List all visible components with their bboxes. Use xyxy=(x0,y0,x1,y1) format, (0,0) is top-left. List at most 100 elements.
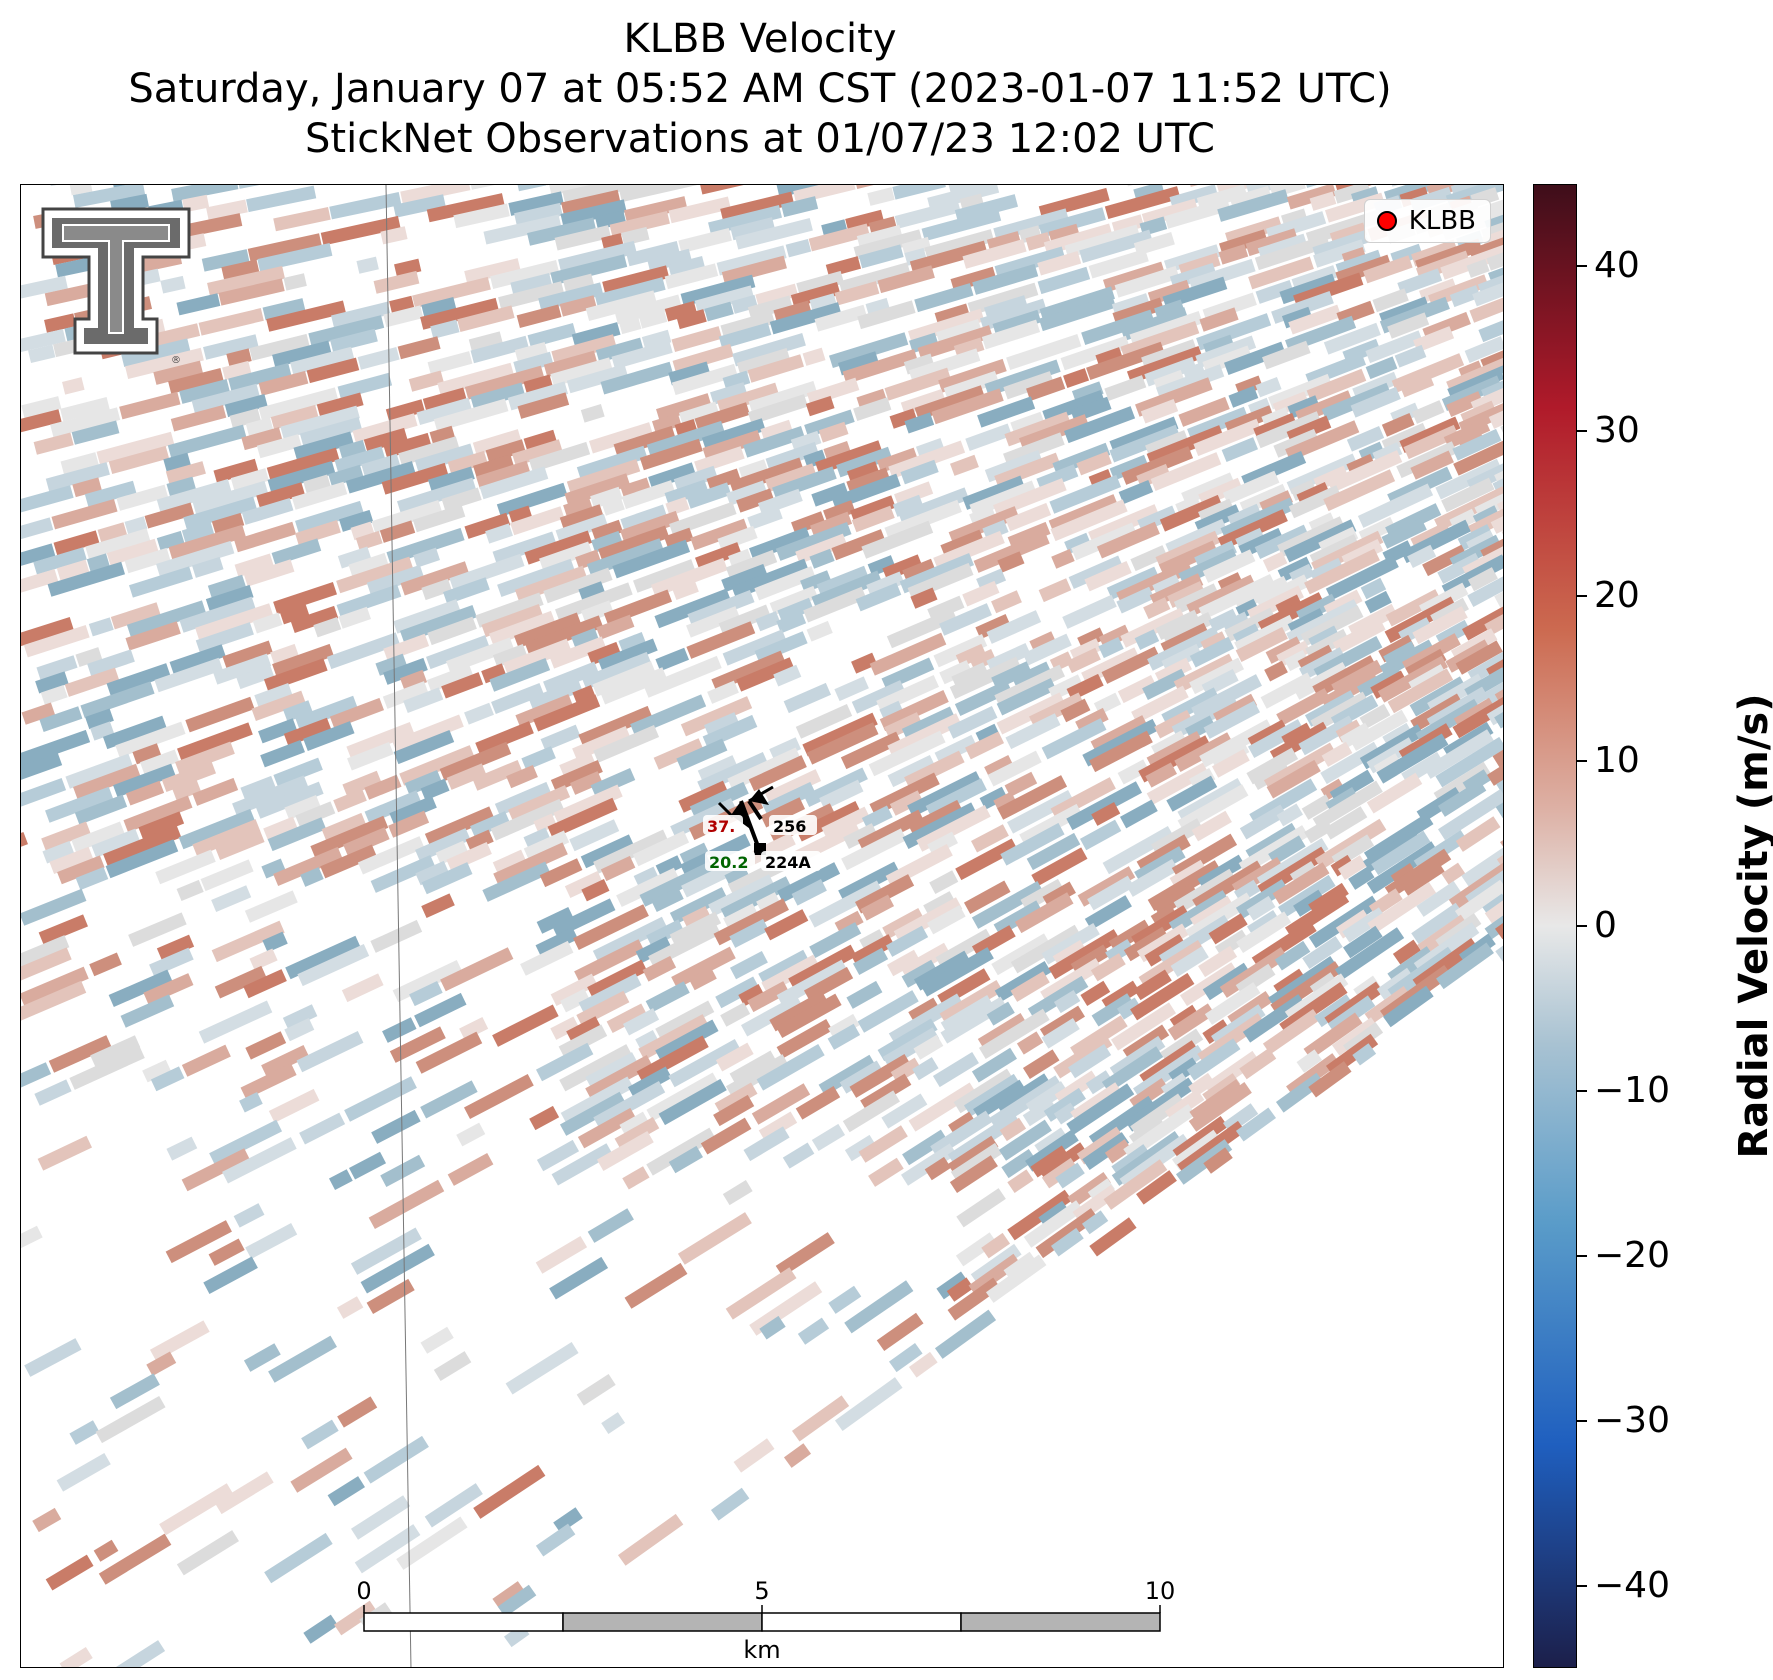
radar-gate xyxy=(1053,989,1081,1014)
radar-gate xyxy=(299,417,363,447)
radar-gate xyxy=(725,1267,797,1320)
radar-gate xyxy=(47,561,126,597)
radar-gate xyxy=(598,638,658,673)
radar-gate xyxy=(979,786,1008,810)
radar-gate xyxy=(363,1435,429,1484)
radar-gate xyxy=(547,797,618,839)
radar-gate xyxy=(651,557,728,597)
radar-gate xyxy=(1208,608,1239,633)
radar-gate xyxy=(1276,688,1331,726)
radar-gate xyxy=(946,1277,974,1302)
radar-gate xyxy=(882,908,925,940)
radar-gate xyxy=(858,1125,908,1163)
radar-gate xyxy=(21,1062,52,1088)
radar-gate xyxy=(203,334,259,360)
radar-gate xyxy=(260,739,305,768)
radar-gate xyxy=(1027,975,1089,1020)
radar-gate xyxy=(447,1152,494,1186)
radar-gate xyxy=(149,1320,210,1362)
radar-gate xyxy=(950,454,979,476)
radar-gate xyxy=(1173,583,1220,614)
radar-gate xyxy=(1339,722,1372,749)
radar-gate xyxy=(671,579,699,601)
radar-gate xyxy=(1071,522,1138,561)
radar-gate xyxy=(1049,474,1122,514)
radar-gate xyxy=(656,393,712,422)
radar-gate xyxy=(559,751,596,778)
radar-gate xyxy=(947,1112,1021,1166)
colorbar-tick-mark xyxy=(1577,925,1587,927)
radar-gate xyxy=(523,429,558,452)
radar-gate xyxy=(336,1296,364,1319)
radar-gate xyxy=(523,374,554,395)
radar-gate xyxy=(449,553,525,591)
radar-gate xyxy=(1064,406,1136,444)
radar-gate xyxy=(159,1483,234,1536)
radar-gate xyxy=(554,225,612,251)
radar-gate xyxy=(272,643,334,677)
radar-gate xyxy=(435,840,469,865)
colorbar-tick-mark xyxy=(1577,1419,1587,1422)
radar-gate xyxy=(549,636,607,669)
radar-gate xyxy=(140,749,180,775)
radar-gate xyxy=(350,1495,411,1540)
radar-gate xyxy=(851,505,895,533)
radar-gate xyxy=(310,815,389,859)
radar-gate xyxy=(213,458,259,484)
radar-gate xyxy=(1359,703,1391,730)
radar-gate xyxy=(215,829,265,860)
radar-gate xyxy=(718,604,771,636)
radar-gate xyxy=(846,980,883,1009)
radar-gate xyxy=(1467,649,1503,684)
radar-gate xyxy=(1385,589,1442,627)
radar-gate xyxy=(1262,340,1311,370)
radar-gate xyxy=(986,1001,1015,1026)
radar-gate xyxy=(1173,868,1237,914)
radar-gate xyxy=(1034,1127,1069,1157)
radar-gate xyxy=(420,1080,478,1119)
radar-gate xyxy=(838,262,911,295)
radar-gate xyxy=(516,185,547,192)
radar-gate xyxy=(908,332,939,354)
radar-gate xyxy=(93,1539,119,1562)
radar-gate xyxy=(1366,841,1439,895)
radar-gate xyxy=(128,566,194,598)
radar-gate xyxy=(978,1008,1050,1059)
radar-gate xyxy=(1085,1070,1113,1095)
radar-gate xyxy=(1350,386,1401,418)
radar-gate xyxy=(263,658,328,692)
radar-gate xyxy=(200,859,254,892)
radar-gate xyxy=(573,904,649,950)
radar-gate xyxy=(736,488,775,513)
radar-gate xyxy=(1255,279,1294,304)
radar-gate xyxy=(1364,986,1412,1025)
radar-gate xyxy=(329,192,402,220)
radar-gate xyxy=(102,715,167,750)
radar-gate xyxy=(827,1023,861,1050)
radar-gate xyxy=(234,553,274,578)
radar-gate xyxy=(986,610,1042,644)
radar-gate xyxy=(1452,689,1503,739)
radar-gate xyxy=(747,354,804,383)
radar-gate xyxy=(115,721,186,758)
radar-gate xyxy=(679,842,710,866)
radar-gate xyxy=(616,867,680,908)
radar-gate xyxy=(831,529,886,561)
radar-gate xyxy=(209,1119,283,1165)
radar-gate xyxy=(655,1019,719,1062)
radar-gate xyxy=(1454,879,1503,922)
radar-gate xyxy=(889,408,918,429)
scale-bar-tick-5: 5 xyxy=(754,1577,769,1605)
radar-gate xyxy=(592,916,668,963)
radar-gate xyxy=(688,967,717,991)
radar-gate xyxy=(1202,962,1251,1001)
radar-gate xyxy=(972,263,1039,295)
scale-bar-tick-0: 0 xyxy=(356,1577,371,1605)
radar-gate xyxy=(622,1166,650,1190)
radar-gate xyxy=(619,1111,650,1137)
radar-gate xyxy=(834,1377,903,1432)
radar-gate xyxy=(806,722,879,765)
radar-gate xyxy=(28,344,56,364)
radar-map-panel[interactable]: ® 37. 256 20.2 224A xyxy=(20,184,1504,1668)
radar-gate xyxy=(153,360,204,385)
